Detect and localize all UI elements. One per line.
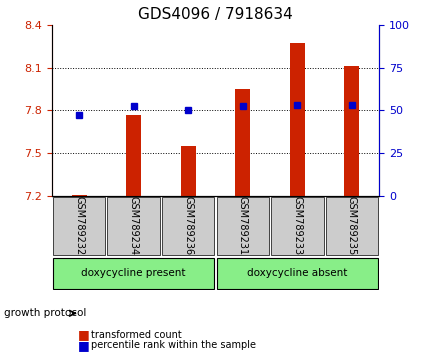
FancyBboxPatch shape <box>216 197 268 255</box>
Text: GSM789231: GSM789231 <box>237 196 247 256</box>
Bar <box>126 115 141 196</box>
FancyBboxPatch shape <box>325 197 377 255</box>
Text: ■: ■ <box>77 328 89 341</box>
Text: GSM789233: GSM789233 <box>292 196 302 256</box>
Text: transformed count: transformed count <box>90 330 181 339</box>
Text: doxycycline present: doxycycline present <box>81 268 185 278</box>
FancyBboxPatch shape <box>107 197 160 255</box>
Bar <box>180 146 195 196</box>
FancyBboxPatch shape <box>53 258 214 289</box>
FancyBboxPatch shape <box>216 258 377 289</box>
Bar <box>289 43 304 196</box>
Text: ■: ■ <box>77 339 89 352</box>
Text: GSM789234: GSM789234 <box>128 196 138 256</box>
FancyBboxPatch shape <box>162 197 214 255</box>
Bar <box>344 66 359 196</box>
FancyBboxPatch shape <box>53 197 105 255</box>
Text: GSM789235: GSM789235 <box>346 196 356 256</box>
Bar <box>71 195 86 196</box>
Text: doxycycline absent: doxycycline absent <box>247 268 347 278</box>
Text: growth protocol: growth protocol <box>4 308 86 318</box>
Text: percentile rank within the sample: percentile rank within the sample <box>90 340 255 350</box>
Title: GDS4096 / 7918634: GDS4096 / 7918634 <box>138 7 292 22</box>
FancyBboxPatch shape <box>270 197 323 255</box>
Bar <box>235 89 250 196</box>
Text: GSM789236: GSM789236 <box>183 196 193 256</box>
Text: GSM789232: GSM789232 <box>74 196 84 256</box>
